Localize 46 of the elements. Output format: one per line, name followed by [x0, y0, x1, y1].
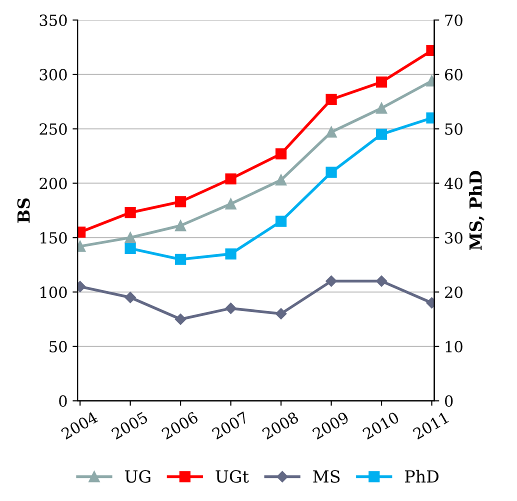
legend-label: MS [313, 470, 340, 483]
legend-label: UG [125, 470, 150, 483]
point [225, 198, 236, 210]
y-tick-label: 150 [40, 232, 67, 244]
legend-label: PhD [405, 470, 438, 483]
y-tick-label: 0 [59, 395, 67, 407]
y-axis-title: BS [17, 198, 30, 223]
y-tick-label: 250 [40, 123, 67, 135]
y-tick-label: 100 [40, 286, 67, 298]
y2-tick-label: 60 [445, 68, 462, 80]
point [124, 292, 136, 304]
y2-tick-label: 50 [445, 123, 462, 135]
point [174, 196, 186, 208]
point [174, 314, 186, 325]
point [225, 248, 236, 260]
point [174, 254, 186, 265]
y-tick-label: 50 [50, 340, 67, 352]
point [275, 174, 287, 186]
y-tick-label: 300 [40, 68, 67, 80]
y2-tick-label: 70 [445, 14, 462, 26]
point [376, 276, 388, 287]
y2-tick-label: 40 [444, 178, 462, 190]
point [376, 128, 388, 140]
point [225, 173, 236, 184]
point [275, 148, 287, 160]
point [326, 166, 337, 178]
y2-tick-label: 0 [445, 395, 453, 407]
point [225, 302, 236, 314]
point [376, 76, 388, 88]
point [275, 308, 287, 320]
point [275, 216, 287, 227]
y-tick-label: 350 [40, 14, 67, 26]
point [124, 207, 136, 218]
point [326, 276, 337, 287]
point [326, 126, 337, 138]
point [124, 242, 136, 254]
y-tick-label: 200 [40, 178, 67, 190]
y2-tick-label: 20 [445, 286, 462, 298]
y2-tick-label: 30 [445, 232, 462, 244]
point [326, 94, 337, 106]
legend-label: UGt [216, 470, 249, 483]
point [376, 102, 388, 114]
y2-tick-label: 10 [446, 340, 462, 352]
y2-axis-title: MS, PhD [469, 170, 484, 250]
point [124, 232, 136, 244]
point [174, 220, 186, 232]
